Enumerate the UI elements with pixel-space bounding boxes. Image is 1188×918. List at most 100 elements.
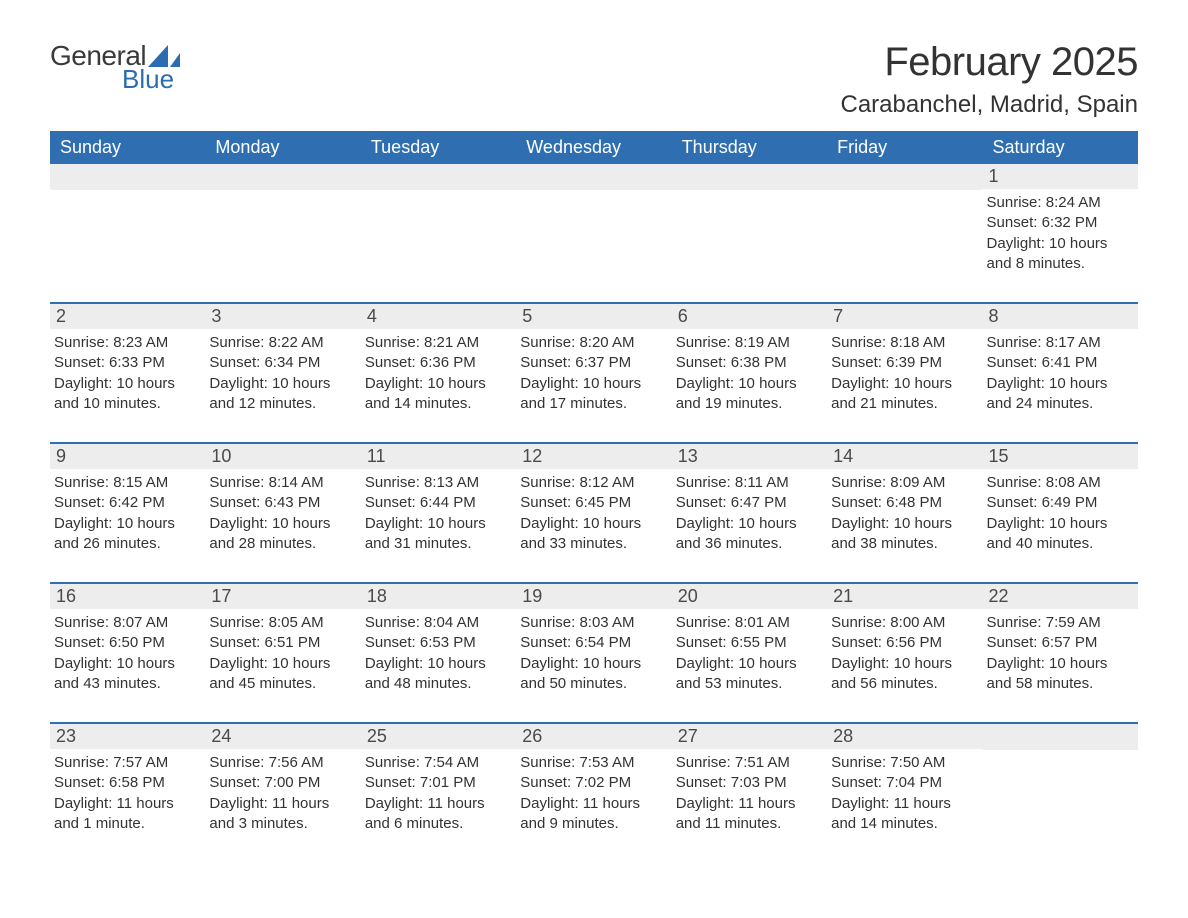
sunset-text: Sunset: 7:00 PM	[209, 773, 354, 793]
sunrise-text: Sunrise: 8:13 AM	[365, 473, 510, 493]
sunrise-text: Sunrise: 7:59 AM	[987, 613, 1132, 633]
day-body: Sunrise: 8:14 AMSunset: 6:43 PMDaylight:…	[205, 469, 360, 560]
day-cell: 6Sunrise: 8:19 AMSunset: 6:38 PMDaylight…	[672, 304, 827, 424]
day-cell: 21Sunrise: 8:00 AMSunset: 6:56 PMDayligh…	[827, 584, 982, 704]
sunset-text: Sunset: 7:01 PM	[365, 773, 510, 793]
sunset-text: Sunset: 6:42 PM	[54, 493, 199, 513]
day-cell: 17Sunrise: 8:05 AMSunset: 6:51 PMDayligh…	[205, 584, 360, 704]
sunset-text: Sunset: 6:39 PM	[831, 353, 976, 373]
day-body: Sunrise: 8:23 AMSunset: 6:33 PMDaylight:…	[50, 329, 205, 420]
day-number: 11	[361, 444, 516, 469]
month-title: February 2025	[840, 40, 1138, 85]
day-cell: 15Sunrise: 8:08 AMSunset: 6:49 PMDayligh…	[983, 444, 1138, 564]
day-body: Sunrise: 8:15 AMSunset: 6:42 PMDaylight:…	[50, 469, 205, 560]
sunrise-text: Sunrise: 8:01 AM	[676, 613, 821, 633]
day-body: Sunrise: 7:57 AMSunset: 6:58 PMDaylight:…	[50, 749, 205, 840]
daylight-text: Daylight: 11 hours and 11 minutes.	[676, 794, 821, 835]
sunset-text: Sunset: 6:55 PM	[676, 633, 821, 653]
sunset-text: Sunset: 6:51 PM	[209, 633, 354, 653]
day-cell: 3Sunrise: 8:22 AMSunset: 6:34 PMDaylight…	[205, 304, 360, 424]
empty-bar	[672, 164, 827, 190]
day-number: 14	[827, 444, 982, 469]
day-body: Sunrise: 8:03 AMSunset: 6:54 PMDaylight:…	[516, 609, 671, 700]
empty-bar	[205, 164, 360, 190]
empty-day-cell	[827, 164, 982, 284]
day-body: Sunrise: 8:19 AMSunset: 6:38 PMDaylight:…	[672, 329, 827, 420]
day-number: 5	[516, 304, 671, 329]
sunrise-text: Sunrise: 8:14 AM	[209, 473, 354, 493]
sunrise-text: Sunrise: 7:51 AM	[676, 753, 821, 773]
sunset-text: Sunset: 6:38 PM	[676, 353, 821, 373]
day-number: 13	[672, 444, 827, 469]
day-cell: 7Sunrise: 8:18 AMSunset: 6:39 PMDaylight…	[827, 304, 982, 424]
day-cell: 19Sunrise: 8:03 AMSunset: 6:54 PMDayligh…	[516, 584, 671, 704]
day-number: 23	[50, 724, 205, 749]
logo-text-blue: Blue	[122, 64, 174, 95]
sunrise-text: Sunrise: 7:50 AM	[831, 753, 976, 773]
daylight-text: Daylight: 10 hours and 48 minutes.	[365, 654, 510, 695]
sunset-text: Sunset: 6:44 PM	[365, 493, 510, 513]
daylight-text: Daylight: 10 hours and 36 minutes.	[676, 514, 821, 555]
day-body: Sunrise: 8:07 AMSunset: 6:50 PMDaylight:…	[50, 609, 205, 700]
empty-day-cell	[205, 164, 360, 284]
day-body: Sunrise: 7:56 AMSunset: 7:00 PMDaylight:…	[205, 749, 360, 840]
logo: General Blue	[50, 40, 180, 95]
day-cell: 2Sunrise: 8:23 AMSunset: 6:33 PMDaylight…	[50, 304, 205, 424]
day-number: 6	[672, 304, 827, 329]
dow-wednesday: Wednesday	[516, 131, 671, 164]
day-number: 22	[983, 584, 1138, 609]
day-number: 24	[205, 724, 360, 749]
day-number: 9	[50, 444, 205, 469]
dow-tuesday: Tuesday	[361, 131, 516, 164]
daylight-text: Daylight: 10 hours and 21 minutes.	[831, 374, 976, 415]
day-number: 19	[516, 584, 671, 609]
sunset-text: Sunset: 6:57 PM	[987, 633, 1132, 653]
day-number: 10	[205, 444, 360, 469]
day-body: Sunrise: 8:00 AMSunset: 6:56 PMDaylight:…	[827, 609, 982, 700]
day-of-week-header: SundayMondayTuesdayWednesdayThursdayFrid…	[50, 131, 1138, 164]
day-body: Sunrise: 8:21 AMSunset: 6:36 PMDaylight:…	[361, 329, 516, 420]
sunrise-text: Sunrise: 8:20 AM	[520, 333, 665, 353]
day-cell: 5Sunrise: 8:20 AMSunset: 6:37 PMDaylight…	[516, 304, 671, 424]
day-cell: 10Sunrise: 8:14 AMSunset: 6:43 PMDayligh…	[205, 444, 360, 564]
day-body: Sunrise: 8:12 AMSunset: 6:45 PMDaylight:…	[516, 469, 671, 560]
empty-bar	[983, 724, 1138, 750]
sunrise-text: Sunrise: 7:57 AM	[54, 753, 199, 773]
day-cell: 28Sunrise: 7:50 AMSunset: 7:04 PMDayligh…	[827, 724, 982, 844]
daylight-text: Daylight: 11 hours and 9 minutes.	[520, 794, 665, 835]
sunrise-text: Sunrise: 7:54 AM	[365, 753, 510, 773]
dow-monday: Monday	[205, 131, 360, 164]
day-cell: 4Sunrise: 8:21 AMSunset: 6:36 PMDaylight…	[361, 304, 516, 424]
sunrise-text: Sunrise: 8:08 AM	[987, 473, 1132, 493]
sunrise-text: Sunrise: 8:11 AM	[676, 473, 821, 493]
sunrise-text: Sunrise: 7:53 AM	[520, 753, 665, 773]
sunrise-text: Sunrise: 8:23 AM	[54, 333, 199, 353]
sunset-text: Sunset: 6:41 PM	[987, 353, 1132, 373]
sunrise-text: Sunrise: 8:09 AM	[831, 473, 976, 493]
sunset-text: Sunset: 7:04 PM	[831, 773, 976, 793]
day-cell: 16Sunrise: 8:07 AMSunset: 6:50 PMDayligh…	[50, 584, 205, 704]
sunrise-text: Sunrise: 8:19 AM	[676, 333, 821, 353]
sunrise-text: Sunrise: 8:24 AM	[987, 193, 1132, 213]
daylight-text: Daylight: 10 hours and 38 minutes.	[831, 514, 976, 555]
day-cell: 24Sunrise: 7:56 AMSunset: 7:00 PMDayligh…	[205, 724, 360, 844]
day-number: 3	[205, 304, 360, 329]
day-cell: 22Sunrise: 7:59 AMSunset: 6:57 PMDayligh…	[983, 584, 1138, 704]
empty-day-cell	[983, 724, 1138, 844]
day-body: Sunrise: 8:24 AMSunset: 6:32 PMDaylight:…	[983, 189, 1138, 280]
sunset-text: Sunset: 6:47 PM	[676, 493, 821, 513]
dow-saturday: Saturday	[983, 131, 1138, 164]
sunset-text: Sunset: 6:32 PM	[987, 213, 1132, 233]
day-number: 8	[983, 304, 1138, 329]
daylight-text: Daylight: 10 hours and 53 minutes.	[676, 654, 821, 695]
day-body: Sunrise: 7:51 AMSunset: 7:03 PMDaylight:…	[672, 749, 827, 840]
empty-bar	[516, 164, 671, 190]
day-number: 21	[827, 584, 982, 609]
empty-bar	[827, 164, 982, 190]
day-cell: 27Sunrise: 7:51 AMSunset: 7:03 PMDayligh…	[672, 724, 827, 844]
daylight-text: Daylight: 10 hours and 50 minutes.	[520, 654, 665, 695]
header: General Blue February 2025 Carabanchel, …	[50, 40, 1138, 119]
day-cell: 25Sunrise: 7:54 AMSunset: 7:01 PMDayligh…	[361, 724, 516, 844]
empty-day-cell	[361, 164, 516, 284]
empty-day-cell	[50, 164, 205, 284]
